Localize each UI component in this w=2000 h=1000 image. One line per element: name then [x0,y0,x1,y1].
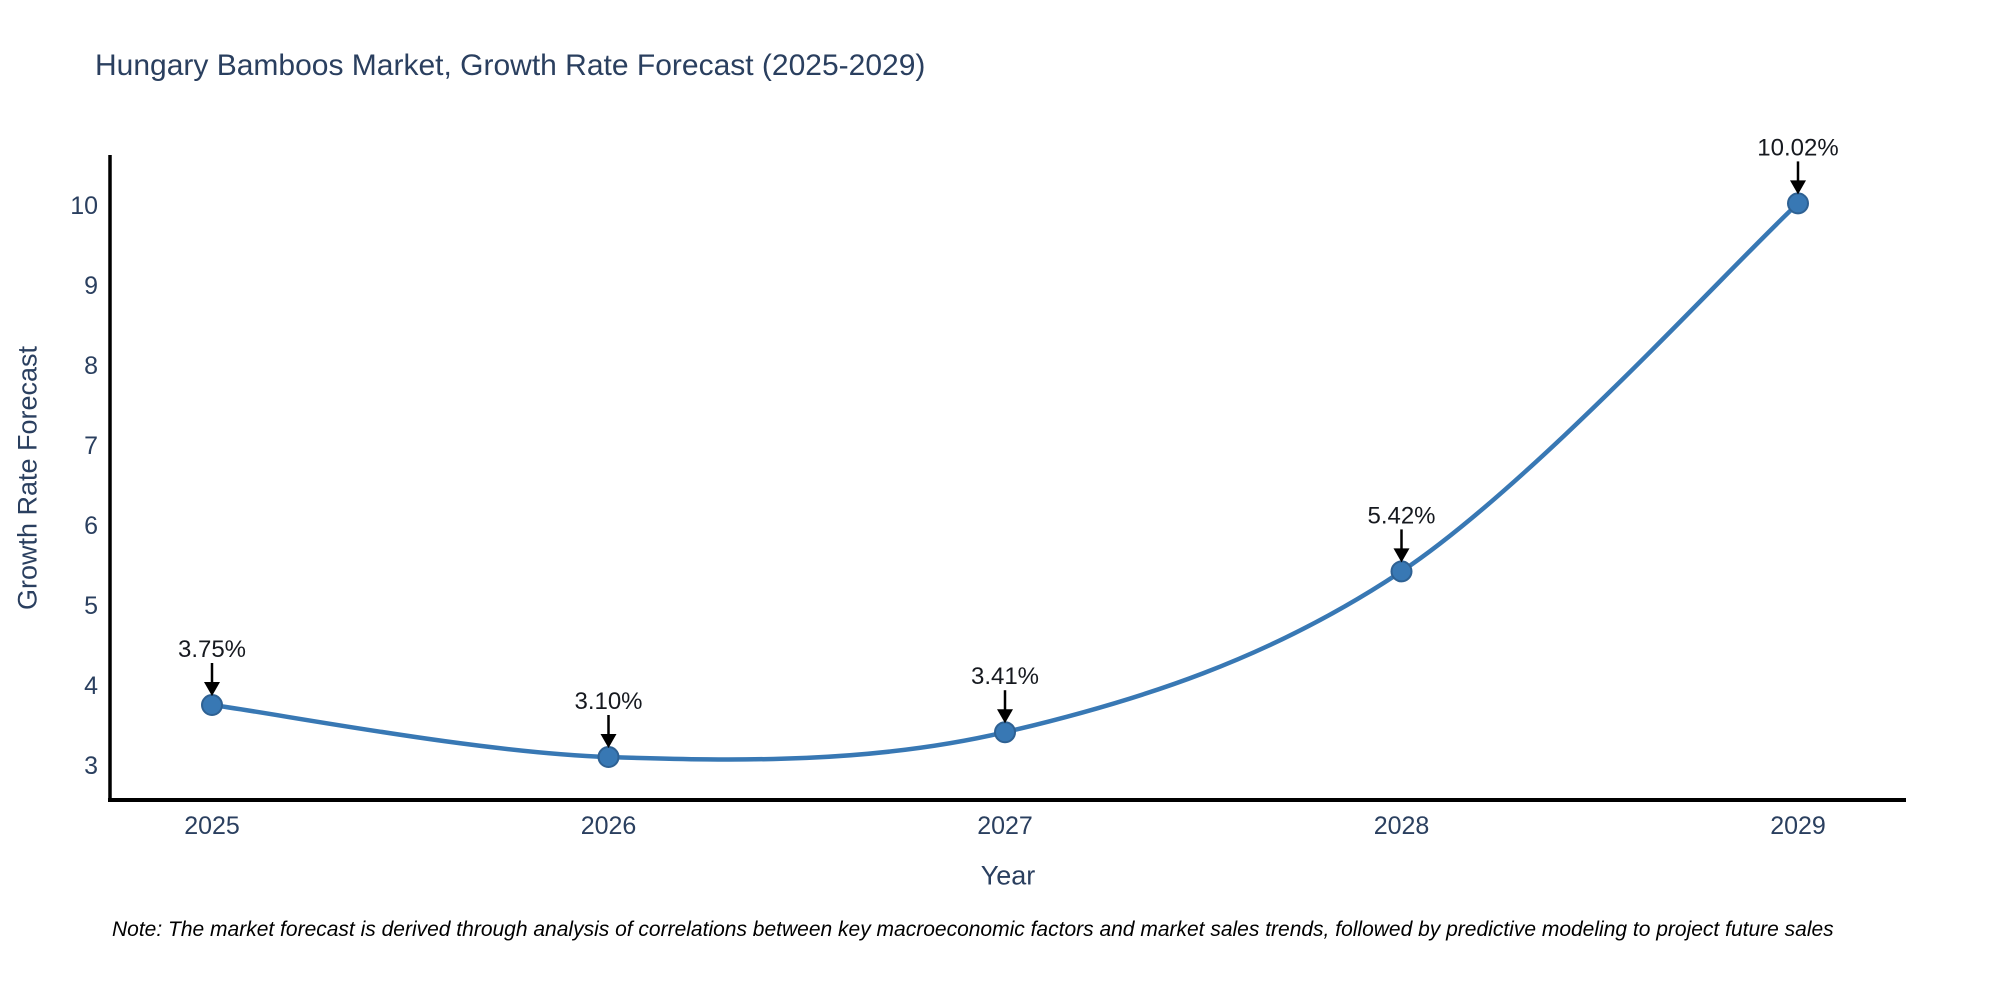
x-tick-label: 2028 [1374,812,1430,840]
data-point-2027 [994,721,1016,744]
annotation-arrowhead [1393,548,1410,563]
y-tick-label: 4 [84,672,98,700]
y-tick-label: 8 [84,352,98,380]
x-tick-label: 2026 [581,812,637,840]
y-tick-label: 6 [84,512,98,540]
y-tick-label: 10 [70,192,98,220]
data-point-2028 [1390,560,1413,583]
annotation-arrowhead [204,682,220,696]
data-point-2029 [1787,192,1809,215]
annotation-arrowhead [1790,180,1806,195]
data-point-2025 [201,694,223,716]
annotation-label-2029: 10.02% [1757,134,1838,161]
y-tick-label: 3 [84,752,98,780]
y-axis-title: Growth Rate Forecast [12,345,43,611]
annotation-arrowhead [997,709,1013,724]
annotation-label-2028: 5.42% [1367,502,1435,529]
y-tick-label: 5 [84,592,98,620]
x-tick-label: 2027 [977,812,1033,840]
x-axis-title: Year [980,860,1036,891]
x-tick-label: 2029 [1770,812,1826,840]
data-point-2026 [597,746,620,768]
y-tick-label: 9 [84,272,98,300]
chart-title: Hungary Bamboos Market, Growth Rate Fore… [95,49,926,82]
annotation-label-2025: 3.75% [178,636,246,663]
footnote: Note: The market forecast is derived thr… [112,918,1834,941]
annotation-arrowhead [600,734,617,748]
annotation-label-2027: 3.41% [971,663,1039,690]
y-tick-label: 7 [84,432,98,460]
x-tick-label: 2025 [184,812,240,840]
annotation-label-2026: 3.10% [574,688,642,715]
